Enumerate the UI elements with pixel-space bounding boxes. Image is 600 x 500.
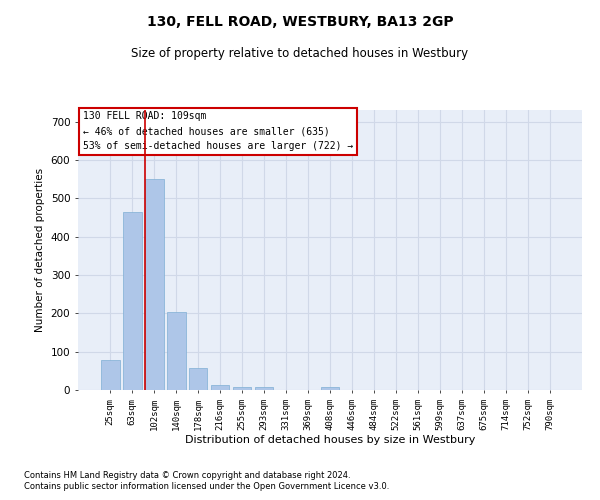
Text: Contains public sector information licensed under the Open Government Licence v3: Contains public sector information licen… bbox=[24, 482, 389, 491]
Bar bbox=[123, 212, 142, 390]
Bar bbox=[101, 360, 119, 390]
Bar bbox=[233, 386, 251, 390]
Bar bbox=[167, 312, 185, 390]
Text: 130 FELL ROAD: 109sqm
← 46% of detached houses are smaller (635)
53% of semi-det: 130 FELL ROAD: 109sqm ← 46% of detached … bbox=[83, 112, 353, 151]
Text: Size of property relative to detached houses in Westbury: Size of property relative to detached ho… bbox=[131, 48, 469, 60]
X-axis label: Distribution of detached houses by size in Westbury: Distribution of detached houses by size … bbox=[185, 436, 475, 446]
Bar bbox=[320, 387, 340, 390]
Bar bbox=[189, 368, 208, 390]
Y-axis label: Number of detached properties: Number of detached properties bbox=[35, 168, 45, 332]
Bar bbox=[255, 386, 274, 390]
Bar bbox=[145, 179, 164, 390]
Text: 130, FELL ROAD, WESTBURY, BA13 2GP: 130, FELL ROAD, WESTBURY, BA13 2GP bbox=[146, 15, 454, 29]
Bar bbox=[211, 384, 229, 390]
Text: Contains HM Land Registry data © Crown copyright and database right 2024.: Contains HM Land Registry data © Crown c… bbox=[24, 470, 350, 480]
